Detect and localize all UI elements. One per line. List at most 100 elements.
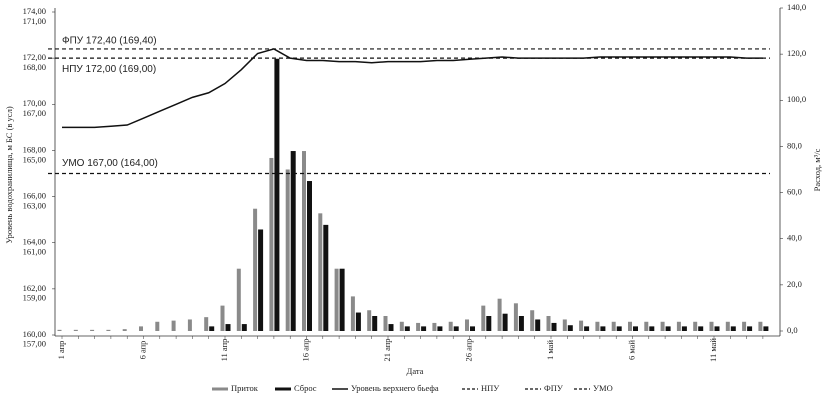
x-tick-label: 6 апр [137,341,147,360]
bar [747,326,753,331]
bar [220,305,225,331]
y2-tick-label: 40,0 [787,233,802,243]
bar [106,329,111,331]
bar [497,298,502,331]
bar [709,321,714,331]
reference-label: ФПУ 172,40 (169,40) [62,36,157,47]
bar [660,321,665,331]
bar [628,321,632,331]
bar [579,320,584,331]
bar [90,329,95,331]
x-tick-label: 1 май [545,340,555,360]
bar [350,296,355,331]
bar [513,303,518,331]
bar [122,329,127,331]
bar [502,313,508,331]
bar [236,268,241,331]
legend-label: Приток [231,383,259,393]
bar [681,326,687,331]
x-axis-title: Дата [407,366,424,376]
bar [530,310,535,331]
x-tick-label: 21 апр [382,338,392,361]
bar [633,326,638,331]
bar [465,319,469,331]
y2-tick-label: 0,0 [787,325,798,335]
bar [546,316,551,331]
bar [416,322,421,331]
bar [339,268,345,331]
y-secondary-label: 168,00 [23,62,46,72]
x-tick-label: 26 апр [463,338,473,361]
bar [171,320,176,331]
bar [742,321,747,331]
x-tick-label: 16 апр [300,338,310,361]
y-secondary-label: 167,00 [23,108,46,118]
bar [269,157,274,331]
y-tick-label: 162,00 [23,283,46,293]
y-tick-label: 166,00 [23,191,46,201]
y-axis-title: Уровень водохранилища, м БС (в усл) [4,106,14,243]
y-tick-label: 160,00 [23,329,46,339]
bar [448,321,453,331]
y-tick-label: 168,00 [23,144,46,154]
bar [616,326,622,331]
bar [763,326,769,331]
bar [595,321,600,331]
x-tick-label: 6 май [626,340,636,360]
y-secondary-label: 161,00 [23,246,46,256]
bar [388,324,394,331]
y2-tick-label: 60,0 [787,187,802,197]
bar [644,321,649,331]
bar [600,326,606,331]
y-tick-label: 172,00 [23,52,46,62]
y2-tick-label: 80,0 [787,140,802,150]
bar [399,321,404,331]
bar [372,316,378,331]
bar [285,169,290,331]
y-secondary-label: 165,00 [23,154,46,164]
legend-label: ФПУ [544,383,564,393]
bar [187,319,192,331]
bar [693,321,698,331]
bar [318,213,323,331]
y2-axis-title: Расход, м³/с [812,148,822,191]
y2-tick-label: 120,0 [787,48,806,58]
x-tick-label: 11 май [708,338,718,362]
bar [453,326,459,331]
y2-tick-label: 100,0 [787,94,806,104]
bar [649,326,655,331]
y-tick-label: 164,00 [23,237,46,247]
bar [155,321,160,331]
bar [209,326,215,331]
bar [241,324,247,331]
reference-label: УМО 167,00 (164,00) [62,158,158,169]
bar [486,316,492,331]
bar [367,310,372,331]
x-tick-label: 1 апр [56,341,66,360]
legend-label: УМО [593,383,613,393]
y-secondary-label: 163,00 [23,200,46,210]
bar [204,317,209,331]
bar [139,326,143,331]
bar [274,58,280,331]
bar [562,319,567,331]
reference-label: НПУ 172,00 (169,00) [62,64,156,75]
bar [258,229,264,331]
bar [676,321,681,331]
bar [355,312,361,331]
bar [551,322,557,331]
bar [665,326,671,331]
bar [714,326,720,331]
y2-tick-label: 140,0 [787,2,806,12]
bar [518,316,524,331]
bar [57,329,62,331]
y-secondary-label: 157,00 [23,339,46,349]
bar [290,151,296,331]
bar [758,321,763,331]
bar [730,326,736,331]
bar [470,326,475,331]
bar [481,305,486,331]
bar [302,151,306,331]
y-secondary-label: 171,00 [23,16,46,26]
legend-label: Уровень верхнего бьефа [351,383,439,393]
